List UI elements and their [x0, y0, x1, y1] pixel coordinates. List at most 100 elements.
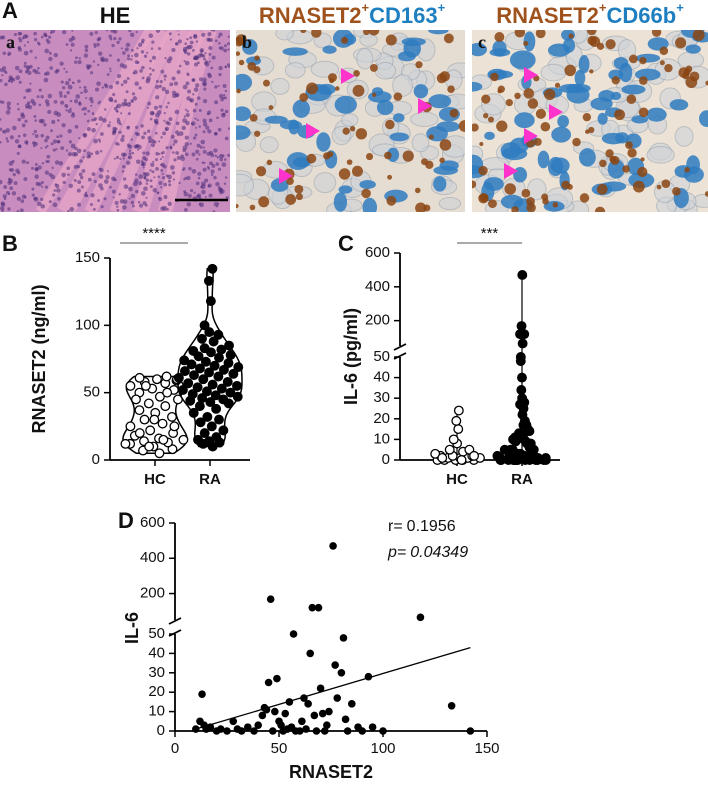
nucleus — [54, 160, 60, 165]
nucleus — [52, 202, 58, 208]
nucleus — [128, 186, 133, 192]
image-sublabel: b — [242, 32, 252, 52]
nucleus — [151, 170, 155, 174]
nucleus — [91, 118, 95, 122]
nucleus — [198, 77, 203, 82]
nucleus — [1, 74, 4, 77]
blue-cell — [292, 99, 310, 118]
nucleus — [71, 151, 77, 157]
data-point — [211, 403, 222, 414]
data-point — [225, 350, 236, 360]
nucleus — [122, 51, 126, 55]
nucleus — [135, 30, 138, 34]
brown-granule — [254, 55, 260, 61]
blue-cell — [523, 31, 536, 52]
stain-sup: + — [676, 0, 684, 15]
nucleus — [130, 58, 133, 61]
nucleus — [51, 166, 54, 170]
data-point — [216, 725, 225, 733]
brown-granule — [554, 82, 561, 88]
nucleus — [173, 139, 178, 144]
data-point — [188, 345, 199, 356]
nucleus — [97, 199, 101, 203]
nucleus — [145, 151, 150, 156]
nucleus — [73, 99, 79, 104]
blue-cell — [282, 47, 308, 56]
nucleus — [201, 32, 206, 37]
blue-cell — [483, 177, 504, 191]
data-point — [201, 386, 212, 397]
data-point — [145, 425, 156, 436]
arrowhead — [504, 163, 518, 179]
nucleus — [141, 76, 145, 80]
data-point — [195, 363, 205, 374]
nucleus — [144, 203, 148, 207]
data-point — [177, 385, 188, 395]
nucleus — [103, 197, 107, 201]
nucleus — [184, 60, 190, 66]
data-point — [289, 630, 298, 638]
nucleus — [193, 191, 196, 194]
brown-granule — [372, 92, 377, 97]
nucleus — [149, 110, 155, 116]
data-point — [281, 709, 290, 718]
nucleus — [140, 50, 145, 54]
nucleus — [223, 48, 228, 53]
nucleus — [105, 175, 110, 180]
nucleus — [141, 135, 145, 140]
brown-granule — [349, 126, 356, 132]
nucleus — [59, 134, 63, 138]
p-value: 0.04349 — [410, 544, 468, 561]
nucleus — [72, 81, 75, 84]
nucleus — [208, 193, 213, 198]
nucleus — [178, 181, 181, 185]
nucleus — [40, 133, 45, 138]
nucleus — [103, 179, 109, 184]
blue-cell — [322, 45, 337, 54]
brown-granule — [523, 40, 529, 47]
nucleus — [68, 78, 71, 82]
nucleus — [184, 42, 187, 45]
nucleus — [159, 157, 162, 161]
nucleus — [138, 174, 144, 179]
nucleus — [23, 177, 28, 181]
nucleus — [175, 121, 180, 126]
nucleus — [121, 102, 126, 107]
brown-granule — [323, 152, 331, 160]
tick-label: 30 — [373, 389, 390, 406]
data-point — [516, 385, 527, 395]
nucleus — [194, 62, 199, 67]
nucleus — [86, 151, 91, 156]
nucleus — [165, 146, 169, 150]
data-point — [273, 674, 281, 683]
arrowhead — [524, 128, 538, 144]
nucleus — [91, 128, 96, 133]
nucleus — [44, 99, 50, 104]
nucleus — [143, 131, 147, 135]
nucleus — [180, 156, 185, 162]
nucleus — [14, 139, 20, 144]
nucleus — [189, 36, 192, 40]
tick-label: 10 — [148, 703, 165, 720]
nucleus — [160, 152, 164, 155]
nucleus — [171, 171, 176, 175]
nucleus — [139, 69, 143, 73]
nucleus — [132, 96, 138, 101]
nucleus — [84, 48, 89, 53]
brown-granule — [514, 92, 521, 100]
data-point — [223, 358, 234, 368]
brown-granule — [351, 165, 363, 177]
brown-granule — [611, 76, 620, 85]
nucleus — [96, 38, 101, 42]
data-point — [515, 356, 526, 367]
nucleus — [77, 180, 82, 185]
brown-granule — [249, 113, 258, 122]
blue-cell — [635, 68, 661, 81]
nucleus — [169, 82, 174, 87]
nucleus — [23, 61, 27, 65]
data-point — [264, 678, 273, 687]
nucleus — [202, 146, 206, 149]
brown-granule — [342, 127, 350, 135]
nucleus — [223, 182, 227, 185]
nucleus — [43, 72, 48, 76]
